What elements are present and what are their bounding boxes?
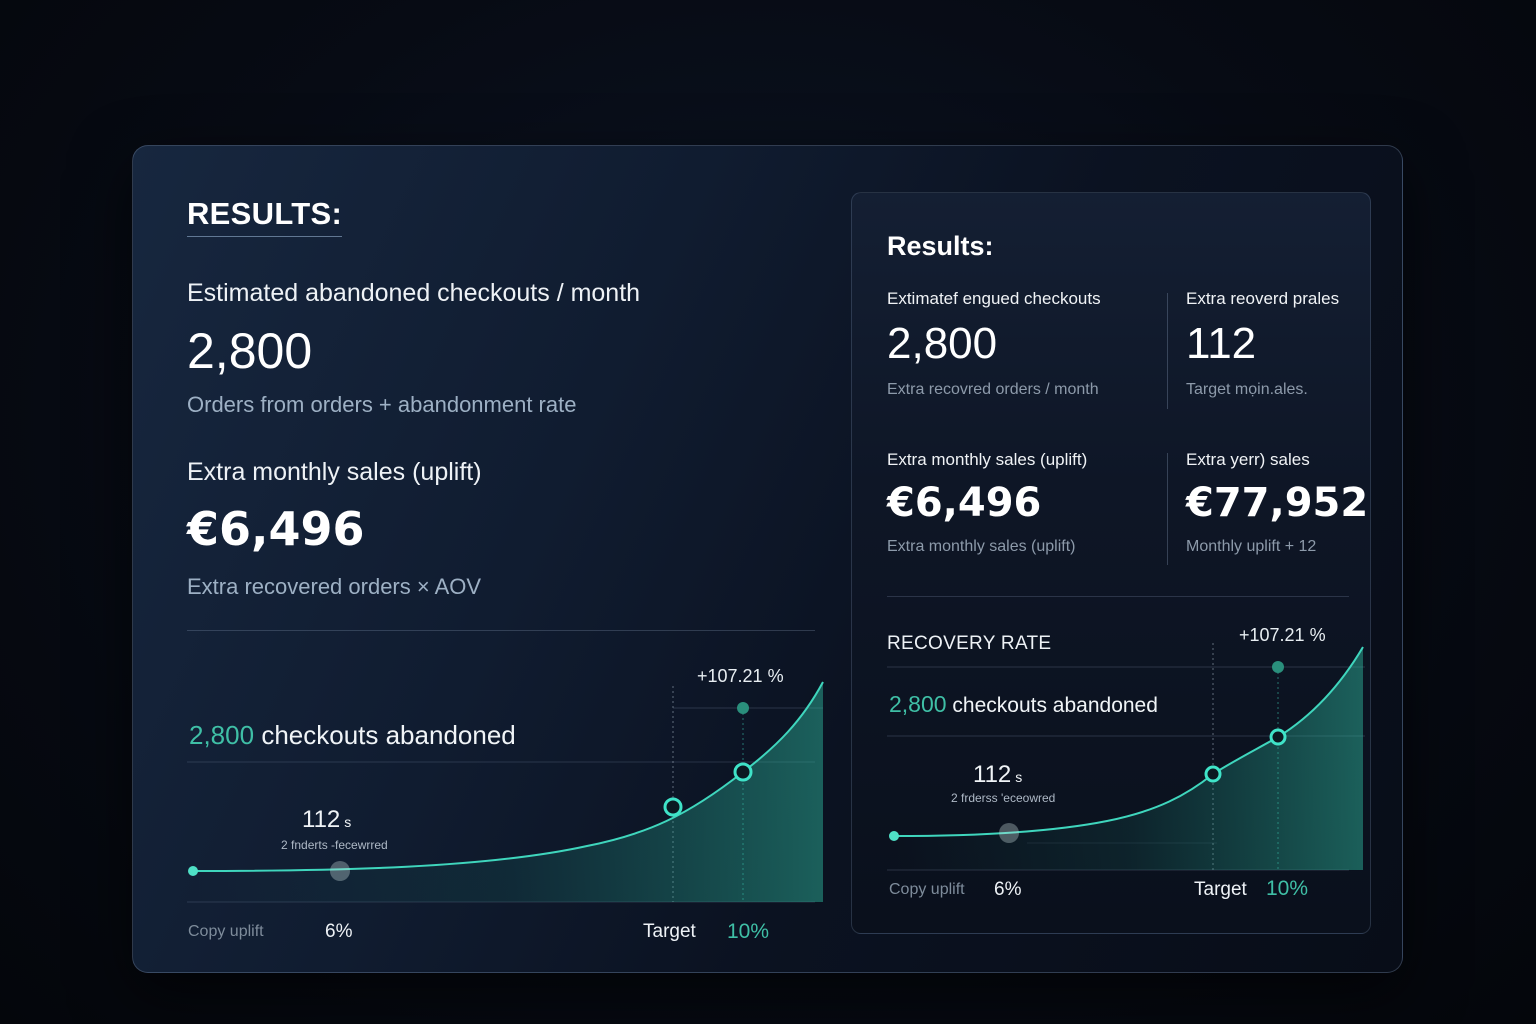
target-label: Target [643, 921, 696, 942]
metric-label: Extra reoverd prales [1186, 289, 1340, 308]
recovered-value: 112 s [302, 806, 351, 834]
copy-uplift-value[interactable]: 6% [994, 879, 1022, 900]
metric-label: Extra yerr) sales [1186, 450, 1310, 469]
metric-label: Extra monthly sales (uplift) [887, 450, 1088, 469]
results-title: RESULTS: [187, 196, 343, 237]
target-label: Target [1194, 879, 1247, 900]
abandoned-summary: 2,800 checkouts abandoned [889, 691, 1158, 718]
metric-cell-monthly: Extra monthly sales (uplift) €6,496 Extr… [887, 450, 1137, 556]
abandoned-text: checkouts abandoned [261, 720, 516, 750]
delta-percent-label: +107.21 % [697, 666, 784, 686]
recovered-number: 112 [302, 806, 341, 833]
recovered-sub: 2 fnderts -fecewrred [281, 838, 388, 852]
vertical-divider [1167, 453, 1168, 565]
abandoned-checkouts-value: 2,800 [187, 323, 313, 379]
metric-sub: Monthly uplift + 12 [1186, 538, 1317, 555]
recovery-chart-right: 2,800 checkouts abandoned 112 s 2 frderss… [887, 643, 1367, 933]
abandoned-count: 2,800 [889, 691, 947, 717]
target-value[interactable]: 10% [727, 920, 770, 943]
vertical-divider [1167, 293, 1168, 409]
metric-value: 2,800 [887, 319, 998, 368]
copy-uplift-label: Copy uplift [188, 923, 264, 940]
abandoned-text: checkouts abandoned [952, 694, 1158, 717]
target-value[interactable]: 10% [1266, 877, 1309, 900]
abandoned-count: 2,800 [189, 720, 255, 750]
abandoned-checkouts-label: Estimated abandoned checkouts / month [187, 279, 641, 307]
abandoned-summary: 2,800 checkouts abandoned [189, 720, 516, 751]
results-frame: RESULTS: Estimated abandoned checkouts /… [132, 145, 1403, 973]
recovered-unit: s [1015, 769, 1023, 785]
right-results-card: Results: Extimatef engued checkouts 2,80… [851, 192, 1371, 934]
metric-value: 112 [1186, 319, 1257, 368]
metric-cell-recovered: Extra reoverd prales 112 Target mọin.ale… [1186, 289, 1436, 399]
metric-sub: Extra recovred orders / month [887, 381, 1099, 398]
recovered-number: 112 [973, 761, 1012, 788]
recovery-rate-title: RECOVERY RATE [887, 633, 1052, 654]
recovery-curve-chart [887, 643, 1365, 871]
delta-percent-label: +107.21 % [1239, 625, 1326, 645]
monthly-sales-sub: Extra recovered orders × AOV [187, 574, 482, 599]
monthly-sales-label: Extra monthly sales (uplift) [187, 458, 482, 486]
recovered-unit: s [344, 814, 352, 830]
metric-cell-abandoned: Extimatef engued checkouts 2,800 Extra r… [887, 289, 1137, 399]
monthly-sales-value: €6,496 [187, 502, 365, 556]
metric-sub: Extra monthly sales (uplift) [887, 538, 1076, 555]
left-results-panel: RESULTS: Estimated abandoned checkouts /… [187, 146, 827, 972]
metric-label: Extimatef engued checkouts [887, 289, 1101, 308]
recovery-curve-chart [187, 681, 824, 903]
copy-uplift-value[interactable]: 6% [325, 921, 353, 942]
results-card-title: Results: [887, 231, 994, 261]
recovered-sub: 2 frderss 'eceowred [951, 791, 1056, 805]
recovered-value: 112 s [973, 761, 1022, 789]
copy-uplift-label: Copy uplift [889, 881, 965, 898]
metric-value: €6,496 [887, 480, 1042, 526]
metric-value: €77,952 [1186, 480, 1369, 526]
metric-sub: Target mọin.ales. [1186, 381, 1308, 398]
section-divider [187, 630, 815, 631]
recovery-chart-left: 2,800 checkouts abandoned +107.21 % 112 s… [187, 646, 827, 966]
metric-cell-yearly: Extra yerr) sales €77,952 Monthly uplift… [1186, 450, 1436, 556]
abandoned-checkouts-sub: Orders from orders + abandonment rate [187, 392, 577, 417]
section-divider [887, 596, 1349, 597]
